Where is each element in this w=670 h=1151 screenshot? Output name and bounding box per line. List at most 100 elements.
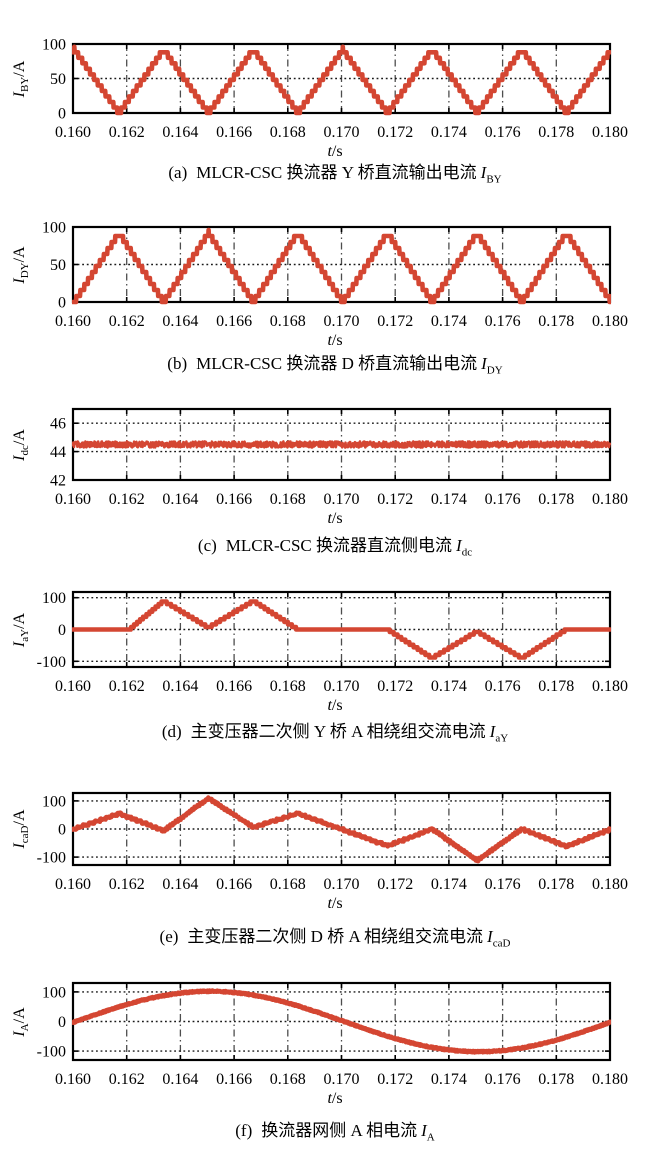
svg-text:0.178: 0.178 [538, 124, 574, 141]
chart-block-a: 0 50 100 0.160 0.162 0.164 0.166 0.168 0.170 0.17… [0, 30, 670, 190]
svg-text:50: 50 [50, 71, 66, 88]
svg-text:0.172: 0.172 [377, 1071, 413, 1088]
svg-text:0: 0 [58, 1014, 66, 1031]
svg-text:0.164: 0.164 [162, 1071, 198, 1088]
svg-text:0.170: 0.170 [324, 313, 360, 330]
svg-text:0.176: 0.176 [485, 678, 521, 695]
svg-text:44: 44 [50, 444, 66, 461]
plot-area-d: -100 0 100 0.160 0.162 0.164 0.166 0.168 0.170 0.… [37, 590, 628, 695]
svg-text:0.168: 0.168 [270, 491, 306, 508]
chart-block-b: 0 50 100 0.160 0.162 0.164 0.166 0.168 0.170 0.17… [0, 213, 670, 381]
y-axis-label-d: IaY/A [11, 612, 32, 647]
svg-text:100: 100 [42, 37, 66, 54]
svg-text:0.178: 0.178 [538, 1071, 574, 1088]
svg-text:0.168: 0.168 [270, 313, 306, 330]
svg-text:0: 0 [58, 295, 66, 312]
chart-caption-c: (c) MLCR-CSC 换流器直流侧电流 Idc [197, 536, 473, 559]
y-axis-label-b: IDY/A [11, 245, 32, 284]
svg-text:0.160: 0.160 [55, 124, 91, 141]
svg-text:0.172: 0.172 [377, 491, 413, 508]
x-axis-label-a: t/s [327, 143, 343, 160]
svg-text:0.170: 0.170 [324, 124, 360, 141]
y-axis-label-e: IcaD/A [11, 809, 32, 849]
svg-text:0.180: 0.180 [592, 678, 628, 695]
svg-text:0.172: 0.172 [377, 678, 413, 695]
y-axis-label-c: Idc/A [11, 428, 32, 461]
svg-text:0.168: 0.168 [270, 876, 306, 893]
svg-text:0.180: 0.180 [592, 876, 628, 893]
svg-text:0.162: 0.162 [109, 313, 145, 330]
svg-text:0.174: 0.174 [431, 313, 467, 330]
plot-area-c: 42 44 46 0.160 0.162 0.164 0.166 0.168 0.170 0.17… [50, 407, 628, 508]
svg-text:0.162: 0.162 [109, 1071, 145, 1088]
svg-text:0.166: 0.166 [216, 1071, 252, 1088]
chart-caption-d: (d) 主变压器二次侧 Y 桥 A 相绕组交流电流 IaY [161, 722, 509, 745]
svg-text:0: 0 [58, 822, 66, 839]
svg-text:0.162: 0.162 [109, 876, 145, 893]
svg-text:0.160: 0.160 [55, 876, 91, 893]
svg-text:0.168: 0.168 [270, 1071, 306, 1088]
svg-text:-100: -100 [37, 1044, 66, 1061]
svg-text:0.178: 0.178 [538, 491, 574, 508]
chart-block-e: -100 0 100 0.160 0.162 0.164 0.166 0.168 0.170 0.… [0, 779, 670, 954]
svg-text:0.160: 0.160 [55, 313, 91, 330]
x-axis-label-d: t/s [327, 697, 343, 714]
svg-text:0.180: 0.180 [592, 124, 628, 141]
chart-caption-e: (e) 主变压器二次侧 D 桥 A 相绕组交流电流 IcaD [159, 927, 511, 950]
svg-text:0.176: 0.176 [485, 876, 521, 893]
plot-area-f: -100 0 100 0.160 0.162 0.164 0.166 0.168 0.170 0.… [37, 981, 628, 1088]
svg-text:0.168: 0.168 [270, 678, 306, 695]
svg-text:-100: -100 [37, 654, 66, 671]
svg-text:0.172: 0.172 [377, 124, 413, 141]
svg-text:0.176: 0.176 [485, 313, 521, 330]
svg-text:0.166: 0.166 [216, 124, 252, 141]
chart-block-c: 42 44 46 0.160 0.162 0.164 0.166 0.168 0.170 0.17… [0, 395, 670, 563]
x-axis-label-f: t/s [327, 1090, 343, 1107]
svg-text:0.174: 0.174 [431, 1071, 467, 1088]
svg-text:0.164: 0.164 [162, 124, 198, 141]
svg-text:0.176: 0.176 [485, 1071, 521, 1088]
svg-text:0.164: 0.164 [162, 678, 198, 695]
svg-text:0: 0 [58, 622, 66, 639]
svg-text:0.180: 0.180 [592, 313, 628, 330]
svg-text:0.180: 0.180 [592, 1071, 628, 1088]
svg-text:100: 100 [42, 590, 66, 607]
svg-text:0.160: 0.160 [55, 678, 91, 695]
svg-text:0.178: 0.178 [538, 678, 574, 695]
svg-text:0.172: 0.172 [377, 313, 413, 330]
svg-text:0: 0 [58, 106, 66, 123]
svg-text:0.164: 0.164 [162, 313, 198, 330]
svg-text:0.176: 0.176 [485, 491, 521, 508]
chart-caption-f: (f) 换流器网侧 A 相电流 IA [235, 1121, 435, 1144]
svg-text:0.164: 0.164 [162, 491, 198, 508]
svg-text:0.162: 0.162 [109, 678, 145, 695]
svg-text:0.170: 0.170 [324, 1071, 360, 1088]
svg-text:0.160: 0.160 [55, 491, 91, 508]
svg-text:0.178: 0.178 [538, 876, 574, 893]
svg-text:0.166: 0.166 [216, 491, 252, 508]
svg-text:0.170: 0.170 [324, 491, 360, 508]
svg-text:100: 100 [42, 220, 66, 237]
svg-text:0.164: 0.164 [162, 876, 198, 893]
svg-text:0.172: 0.172 [377, 876, 413, 893]
plot-area-a: 0 50 100 0.160 0.162 0.164 0.166 0.168 0.170 0.17… [42, 37, 628, 142]
chart-caption-b: (b) MLCR-CSC 换流器 D 桥直流输出电流 IDY [167, 354, 503, 377]
x-axis-label-c: t/s [327, 510, 343, 527]
svg-text:42: 42 [50, 473, 66, 490]
svg-text:0.170: 0.170 [324, 876, 360, 893]
svg-text:0.176: 0.176 [485, 124, 521, 141]
svg-text:0.174: 0.174 [431, 491, 467, 508]
svg-text:0.162: 0.162 [109, 491, 145, 508]
svg-text:0.160: 0.160 [55, 1071, 91, 1088]
plot-area-b: 0 50 100 0.160 0.162 0.164 0.166 0.168 0.170 0.17… [42, 220, 628, 331]
svg-text:0.166: 0.166 [216, 678, 252, 695]
svg-text:50: 50 [50, 257, 66, 274]
svg-text:0.162: 0.162 [109, 124, 145, 141]
svg-text:0.174: 0.174 [431, 876, 467, 893]
chart-caption-a: (a) MLCR-CSC 换流器 Y 桥直流输出电流 IBY [168, 163, 502, 186]
chart-block-f: -100 0 100 0.160 0.162 0.164 0.166 0.168 0.170 0.… [0, 969, 670, 1148]
y-axis-label-f: IA/A [11, 1006, 32, 1037]
svg-text:0.166: 0.166 [216, 313, 252, 330]
svg-text:0.170: 0.170 [324, 678, 360, 695]
